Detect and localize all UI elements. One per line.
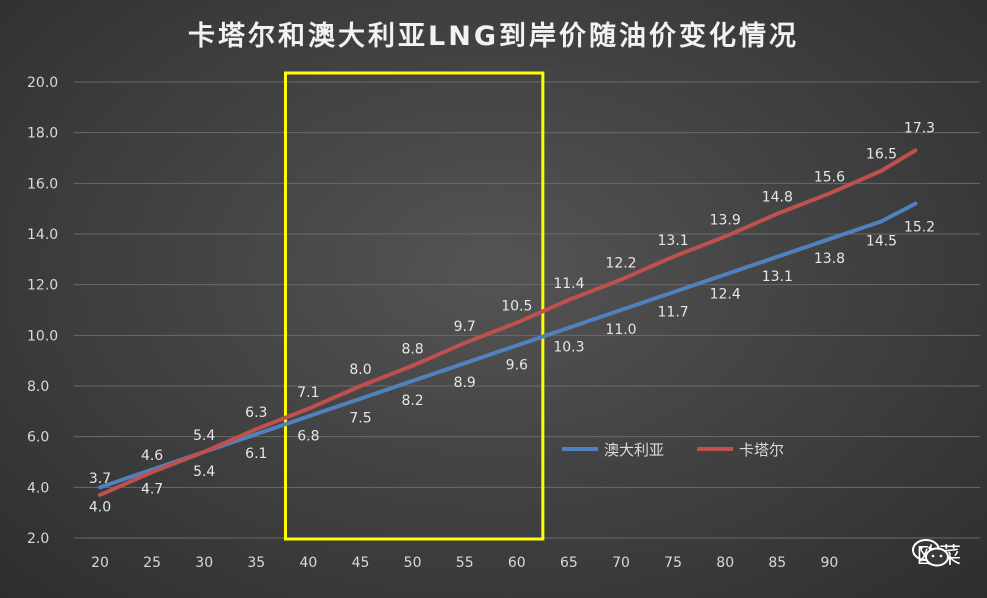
data-label-australia: 6.8 bbox=[297, 428, 319, 444]
data-label-australia: 11.0 bbox=[605, 322, 636, 338]
chart-title: 卡塔尔和澳大利亚LNG到岸价随油价变化情况 bbox=[188, 21, 799, 52]
series-line-qatar bbox=[98, 148, 918, 497]
data-label-qatar: 11.4 bbox=[553, 276, 584, 292]
data-label-australia: 5.4 bbox=[193, 464, 215, 480]
x-tick-label: 40 bbox=[299, 555, 317, 571]
series-line-australia bbox=[98, 201, 918, 490]
y-tick-label: 2.0 bbox=[27, 531, 49, 547]
watermark: 欧菜 bbox=[911, 538, 961, 570]
data-label-qatar: 5.4 bbox=[193, 428, 215, 444]
data-label-qatar: 8.0 bbox=[349, 362, 371, 378]
y-tick-label: 18.0 bbox=[27, 126, 58, 142]
y-tick-label: 10.0 bbox=[27, 328, 58, 344]
x-tick-label: 65 bbox=[560, 555, 578, 571]
data-label-australia: 4.0 bbox=[89, 499, 111, 515]
x-tick-label: 60 bbox=[508, 555, 526, 571]
y-tick-label: 12.0 bbox=[27, 278, 58, 294]
data-label-qatar: 13.9 bbox=[710, 213, 741, 229]
wechat-icon bbox=[911, 539, 949, 567]
data-label-qatar: 3.7 bbox=[89, 471, 111, 487]
y-tick-label: 14.0 bbox=[27, 227, 58, 243]
x-tick-label: 55 bbox=[456, 555, 474, 571]
data-label-australia: 9.6 bbox=[506, 357, 528, 373]
data-label-qatar: 7.1 bbox=[297, 385, 319, 401]
data-label-qatar: 10.5 bbox=[501, 299, 532, 315]
x-tick-label: 30 bbox=[195, 555, 213, 571]
data-label-australia: 8.2 bbox=[401, 393, 423, 409]
x-tick-label: 85 bbox=[768, 555, 786, 571]
data-label-australia: 7.5 bbox=[349, 411, 371, 427]
x-tick-label: 75 bbox=[664, 555, 682, 571]
data-label-qatar: 9.7 bbox=[454, 319, 476, 335]
data-label-australia: 14.5 bbox=[866, 233, 897, 249]
legend-label-qatar: 卡塔尔 bbox=[739, 441, 784, 459]
data-label-qatar: 12.2 bbox=[605, 256, 636, 272]
x-tick-label: 80 bbox=[716, 555, 734, 571]
data-label-australia: 11.7 bbox=[658, 304, 689, 320]
data-label-qatar: 4.6 bbox=[141, 448, 163, 464]
highlight-box bbox=[283, 71, 545, 541]
x-tick-label: 20 bbox=[91, 555, 109, 571]
data-label-qatar: 15.6 bbox=[814, 169, 845, 185]
x-tick-label: 50 bbox=[404, 555, 422, 571]
data-label-qatar: 13.1 bbox=[658, 233, 689, 249]
data-label-australia: 10.3 bbox=[553, 340, 584, 356]
data-label-australia: 15.2 bbox=[904, 220, 935, 236]
data-label-australia: 12.4 bbox=[710, 287, 741, 303]
legend-label-australia: 澳大利亚 bbox=[604, 441, 664, 459]
data-label-qatar: 16.5 bbox=[866, 147, 897, 163]
y-tick-label: 16.0 bbox=[27, 176, 58, 192]
data-label-qatar: 6.3 bbox=[245, 405, 267, 421]
y-tick-label: 6.0 bbox=[27, 430, 49, 446]
y-tick-label: 4.0 bbox=[27, 480, 49, 496]
x-tick-label: 35 bbox=[247, 555, 265, 571]
data-label-qatar: 8.8 bbox=[401, 342, 423, 358]
x-tick-label: 45 bbox=[352, 555, 370, 571]
data-label-qatar: 14.8 bbox=[762, 190, 793, 206]
x-tick-label: 70 bbox=[612, 555, 630, 571]
y-tick-label: 20.0 bbox=[27, 75, 58, 91]
data-label-australia: 13.1 bbox=[762, 269, 793, 285]
y-tick-label: 8.0 bbox=[27, 379, 49, 395]
data-label-australia: 8.9 bbox=[454, 375, 476, 391]
data-label-qatar: 17.3 bbox=[904, 120, 935, 136]
data-label-australia: 6.1 bbox=[245, 446, 267, 462]
data-label-australia: 4.7 bbox=[141, 482, 163, 498]
x-tick-label: 25 bbox=[143, 555, 161, 571]
data-label-australia: 13.8 bbox=[814, 251, 845, 267]
x-tick-label: 90 bbox=[820, 555, 838, 571]
